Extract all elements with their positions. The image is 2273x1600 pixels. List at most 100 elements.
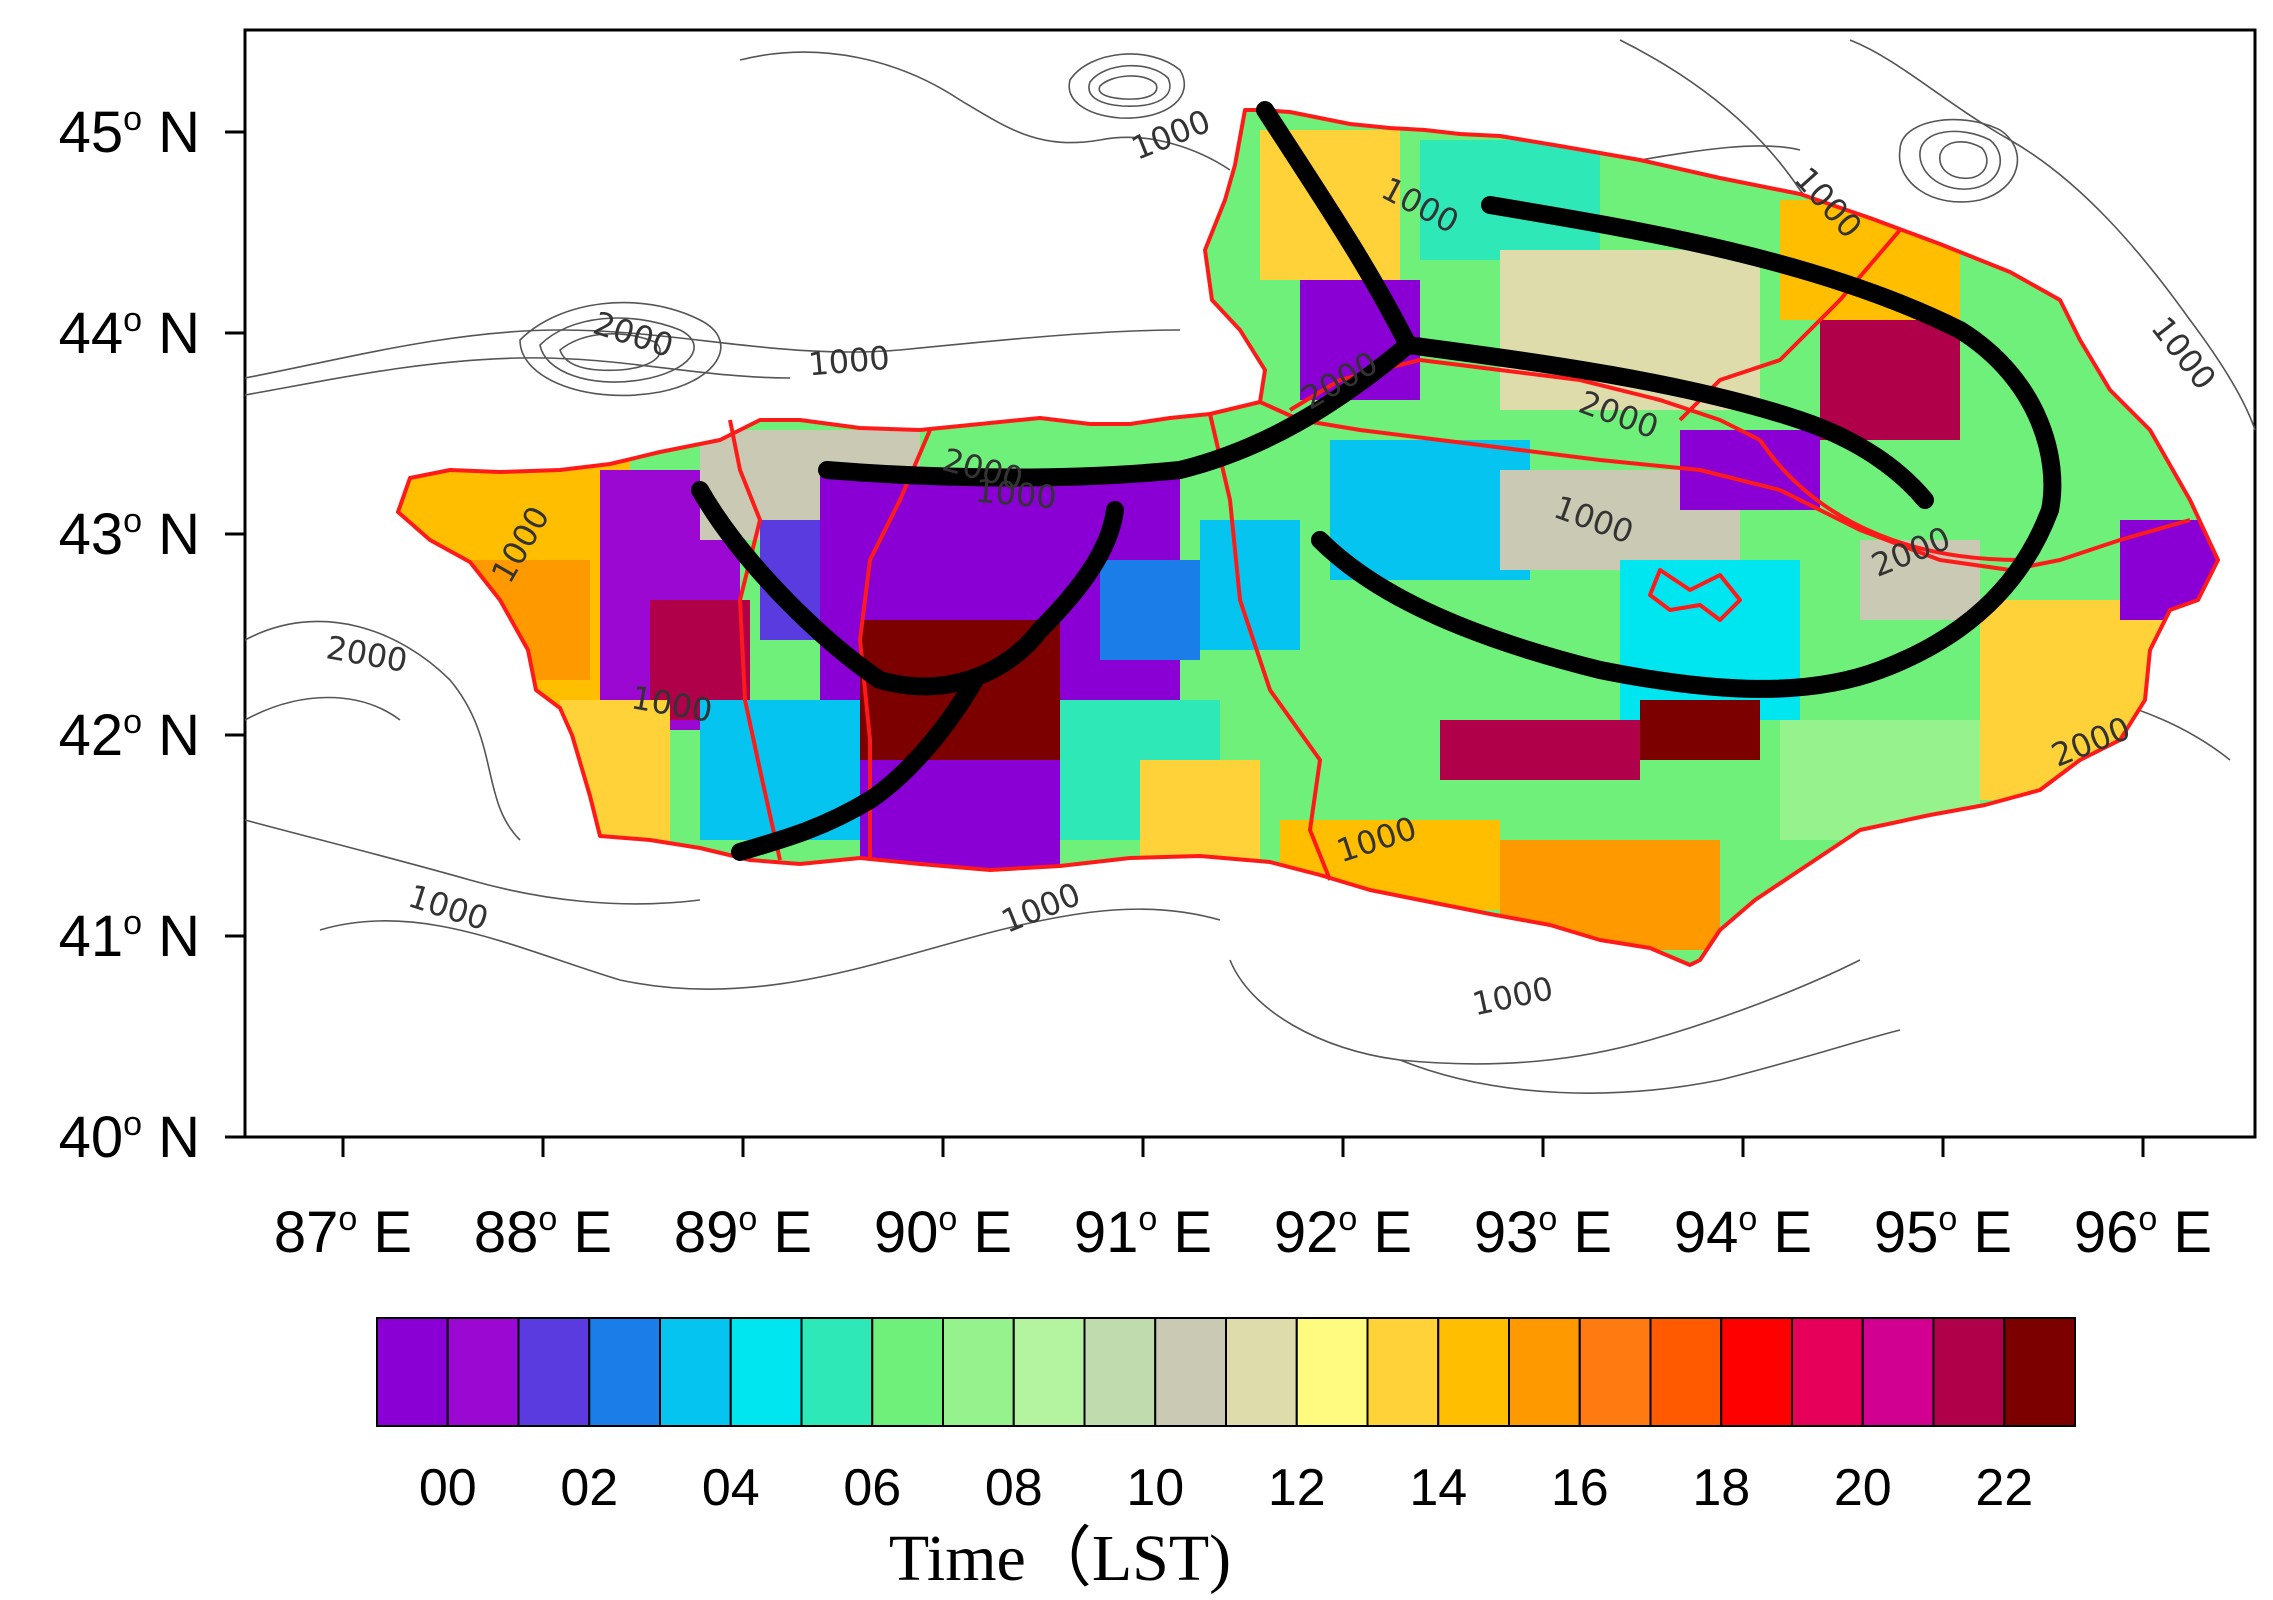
contour-line xyxy=(244,620,521,841)
x-tick-label: 91o E xyxy=(1074,1200,1212,1265)
front-line xyxy=(731,671,984,861)
colorbar-swatch xyxy=(1508,1317,1581,1427)
field-patch xyxy=(1140,760,1260,860)
region-divider xyxy=(728,419,782,861)
colorbar-title: Time（LST) xyxy=(889,1522,1231,1595)
region-outline xyxy=(396,108,2220,967)
contour-line xyxy=(244,329,1181,379)
contour-line xyxy=(539,317,695,383)
region-divider xyxy=(1648,568,1742,622)
contour-label: 1000 xyxy=(974,472,1058,517)
x-tick-label: 96o E xyxy=(2074,1200,2212,1265)
colorbar-swatch xyxy=(1366,1317,1440,1427)
contour-line xyxy=(1939,141,1988,180)
colorbar-tick-label: 22 xyxy=(1975,1459,2033,1517)
contour-line xyxy=(1639,145,1801,161)
colorbar xyxy=(376,1317,2076,1427)
colorbar-swatch xyxy=(376,1317,449,1427)
colorbar-swatch xyxy=(588,1317,661,1427)
contour-line xyxy=(1098,75,1158,100)
colorbar-swatch xyxy=(1720,1317,1793,1427)
x-tick-label: 94o E xyxy=(1674,1200,1812,1265)
y-tick-label: 42o N xyxy=(59,703,200,768)
colorbar-tick-label: 20 xyxy=(1834,1459,1892,1517)
colorbar-swatch xyxy=(1932,1317,2006,1427)
colorbar-swatch xyxy=(1649,1317,1723,1427)
x-tick-label: 93o E xyxy=(1474,1200,1612,1265)
colorbar-tick-label: 02 xyxy=(560,1459,618,1517)
convergence-lines xyxy=(691,101,2062,861)
field-patch xyxy=(1640,700,1760,760)
y-tick-label: 43o N xyxy=(59,502,200,567)
colorbar-tick-label: 06 xyxy=(843,1459,901,1517)
x-tick-label: 88o E xyxy=(474,1200,612,1265)
region-boundaries xyxy=(396,108,2220,967)
y-tick-label: 40o N xyxy=(59,1105,200,1170)
colorbar-swatch xyxy=(1295,1317,1369,1427)
contour-line xyxy=(1898,118,2019,203)
x-axis-labels: 87o E 88o E 89o E 90o E 91o E 92o E 93o E 94o E… xyxy=(274,1200,2212,1265)
region-divider xyxy=(858,429,932,860)
colorbar-swatch xyxy=(1437,1317,1510,1427)
region-divider xyxy=(1758,438,2021,562)
front-line xyxy=(1311,196,2062,698)
contour-label: 1000 xyxy=(807,339,891,384)
colorbar-swatch xyxy=(446,1317,520,1427)
colorbar-tick-label: 04 xyxy=(702,1459,760,1517)
colorbar-swatch xyxy=(729,1317,803,1427)
contour-line xyxy=(1068,53,1186,119)
colorbar-swatch xyxy=(1578,1317,1652,1427)
axis-ticks xyxy=(225,130,2145,1157)
colorbar-swatch xyxy=(1225,1317,1298,1427)
colorbar-tick-label: 14 xyxy=(1409,1459,1467,1517)
colorbar-swatch xyxy=(1083,1317,1157,1427)
colorbar-tick-label: 12 xyxy=(1268,1459,1326,1517)
field-patch xyxy=(1330,440,1530,580)
colorbar-swatch xyxy=(1012,1317,1086,1427)
colorbar-swatch xyxy=(942,1317,1015,1427)
contour-line xyxy=(1849,39,2256,431)
region-divider xyxy=(1259,400,2191,572)
y-tick-label: 44o N xyxy=(59,301,200,366)
contour-line xyxy=(1088,64,1171,107)
y-axis-labels: 45o N 44o N 43o N 42o N 41o N 40o N xyxy=(59,100,200,1170)
colorbar-tick-label: 16 xyxy=(1551,1459,1609,1517)
x-tick-label: 95o E xyxy=(1874,1200,2012,1265)
colorbar-tick-label: 18 xyxy=(1692,1459,1750,1517)
colorbar-swatch xyxy=(659,1317,732,1427)
colorbar-tick-labels: 00 02 04 06 08 10 12 14 16 18 20 22 xyxy=(419,1459,2033,1517)
y-tick-label: 41o N xyxy=(59,904,200,969)
colorbar-swatch xyxy=(1861,1317,1935,1427)
front-line xyxy=(691,481,1124,696)
contour-line xyxy=(739,51,1231,171)
field-patch xyxy=(1440,720,1640,780)
x-tick-label: 90o E xyxy=(874,1200,1012,1265)
contour-line xyxy=(519,301,722,397)
x-tick-label: 92o E xyxy=(1274,1200,1412,1265)
x-tick-label: 87o E xyxy=(274,1200,412,1265)
colorbar-swatch xyxy=(517,1317,591,1427)
front-line xyxy=(1256,101,1417,354)
contour-line xyxy=(1229,959,1861,1065)
front-line xyxy=(1399,336,1934,509)
y-tick-label: 45o N xyxy=(59,100,200,165)
colorbar-tick-label: 00 xyxy=(419,1459,477,1517)
contour-line xyxy=(1399,1029,1901,1094)
contour-line xyxy=(244,696,401,721)
contour-line xyxy=(1919,130,2001,190)
contour-line xyxy=(244,357,791,396)
contour-line xyxy=(559,333,661,372)
field-patch xyxy=(1100,560,1200,660)
contour-line xyxy=(319,908,1221,990)
colorbar-swatch xyxy=(871,1317,944,1427)
front-line xyxy=(818,336,1417,487)
field-patch xyxy=(1820,320,1980,440)
region-divider xyxy=(1208,413,1332,881)
colorbar-swatch xyxy=(2003,1317,2076,1427)
colorbar-swatch xyxy=(1791,1317,1864,1427)
contour-line xyxy=(244,819,701,905)
colorbar-swatch xyxy=(800,1317,874,1427)
colorbar-swatch xyxy=(1154,1317,1227,1427)
colorbar-tick-label: 10 xyxy=(1126,1459,1184,1517)
